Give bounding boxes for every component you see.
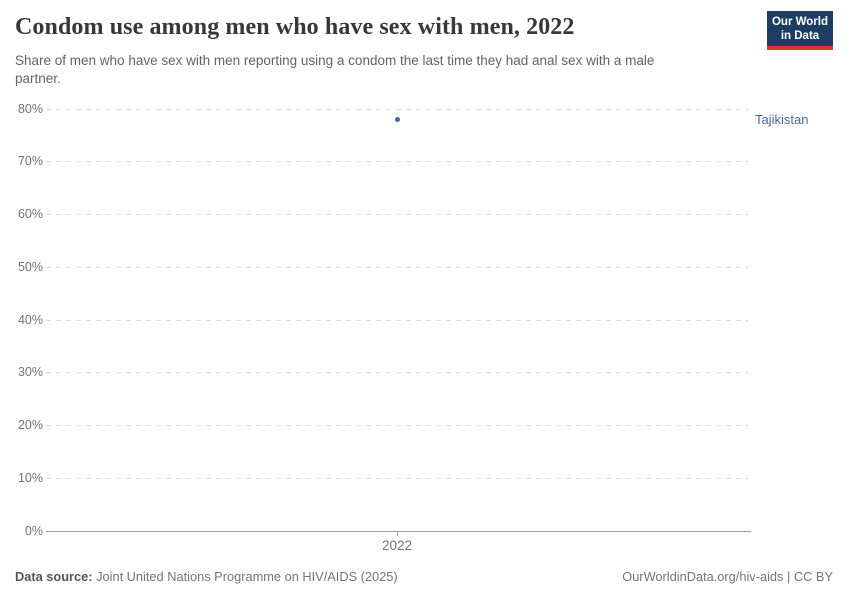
y-axis-tick-label: 0% — [24, 523, 43, 538]
entity-label-tajikistan[interactable]: Tajikistan — [755, 111, 809, 127]
y-axis-tick-label: 20% — [17, 418, 43, 432]
x-axis-tick — [396, 531, 398, 536]
y-gridline — [46, 477, 748, 479]
y-gridline — [46, 161, 748, 163]
x-axis-tick-label: 2022 — [381, 538, 413, 553]
y-gridline — [46, 266, 748, 268]
owid-license-link[interactable]: OurWorldinData.org/hiv-aids | CC BY — [622, 569, 833, 584]
y-axis-tick-label: 50% — [17, 259, 43, 274]
y-axis-tick-label: 40% — [17, 312, 43, 327]
y-axis-tick-label: 80% — [17, 101, 43, 116]
chart-subtitle: Share of men who have sex with men repor… — [15, 53, 655, 86]
owid-logo-line1: Our World — [771, 16, 828, 28]
y-axis-tick-label: 60% — [17, 207, 43, 221]
y-axis-tick-label: 70% — [17, 154, 43, 169]
data-source-label: Data source: — [15, 569, 93, 584]
y-gridline — [46, 108, 748, 110]
owid-logo-line2: in Data — [780, 30, 820, 42]
y-axis-tick-label: 30% — [17, 365, 43, 380]
data-source-note: Data source: Joint United Nations Progra… — [15, 569, 398, 584]
y-gridline — [46, 214, 748, 215]
y-gridline — [46, 372, 748, 374]
data-source-text: Joint United Nations Programme on HIV/AI… — [96, 569, 398, 584]
y-gridline — [46, 319, 748, 321]
y-gridline — [46, 425, 748, 426]
y-axis-tick-label: 10% — [17, 470, 43, 485]
chart-title: Condom use among men who have sex with m… — [15, 14, 575, 40]
owid-logo[interactable]: Our World in Data — [767, 11, 833, 50]
x-axis-line — [46, 530, 751, 532]
data-point-tajikistan[interactable] — [394, 117, 400, 123]
